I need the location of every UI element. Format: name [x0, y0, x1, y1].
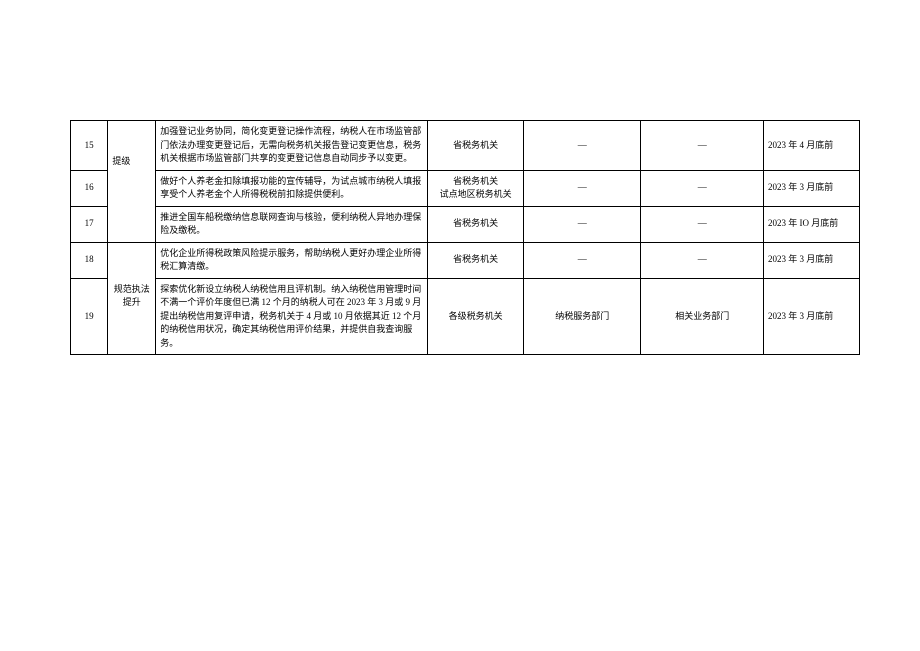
table-row: 19 探索优化新设立纳税人纳税信用且评机制。纳入纳税信用管理时间不满一个评价年度… [71, 278, 860, 355]
responsible-org: 省税务机关 [428, 121, 524, 171]
row-number: 17 [71, 206, 108, 242]
table-row: 16 做好个人养老金扣除填报功能的宣传辅导，为试点城市纳税人填报享受个人养老金个… [71, 170, 860, 206]
deadline: 2023 年 3 月底前 [764, 242, 860, 278]
row-number: 16 [71, 170, 108, 206]
table-row: 18 规范执法 提升 优化企业所得税政策风险提示服务，帮助纳税人更好办理企业所得… [71, 242, 860, 278]
responsible-org: 省税务机关 [428, 206, 524, 242]
col5: — [524, 206, 641, 242]
row-number: 19 [71, 278, 108, 355]
col6: 相关业务部门 [641, 278, 764, 355]
tax-policy-table: 15 提级 加强登记业务协同，简化变更登记操作流程，纳税人在市场监管部门依法办理… [70, 120, 860, 355]
table-row: 17 推进全国车船税缴纳信息联网查询与核验，便利纳税人异地办理保险及缴税。 省税… [71, 206, 860, 242]
col6: — [641, 206, 764, 242]
description: 做好个人养老金扣除填报功能的宣传辅导，为试点城市纳税人填报享受个人养老金个人所得… [156, 170, 428, 206]
description: 探索优化新设立纳税人纳税信用且评机制。纳入纳税信用管理时间不满一个评价年度但已满… [156, 278, 428, 355]
deadline: 2023 年 3 月底前 [764, 278, 860, 355]
table: 15 提级 加强登记业务协同，简化变更登记操作流程，纳税人在市场监管部门依法办理… [70, 120, 860, 355]
category-empty [108, 170, 156, 242]
category-fragment: 提级 [108, 121, 156, 171]
col5: 纳税服务部门 [524, 278, 641, 355]
responsible-org: 省税务机关 [428, 242, 524, 278]
col5: — [524, 121, 641, 171]
col5: — [524, 242, 641, 278]
col6: — [641, 170, 764, 206]
row-number: 15 [71, 121, 108, 171]
col6: — [641, 242, 764, 278]
description: 优化企业所得税政策风险提示服务，帮助纳税人更好办理企业所得税汇算清缴。 [156, 242, 428, 278]
responsible-org: 各级税务机关 [428, 278, 524, 355]
col5: — [524, 170, 641, 206]
category-enforcement: 规范执法 提升 [108, 242, 156, 355]
deadline: 2023 年 3 月底前 [764, 170, 860, 206]
deadline: 2023 年 IO 月底前 [764, 206, 860, 242]
responsible-org: 省税务机关 试点地区税务机关 [428, 170, 524, 206]
col6: — [641, 121, 764, 171]
description: 推进全国车船税缴纳信息联网查询与核验，便利纳税人异地办理保险及缴税。 [156, 206, 428, 242]
deadline: 2023 年 4 月底前 [764, 121, 860, 171]
table-row: 15 提级 加强登记业务协同，简化变更登记操作流程，纳税人在市场监管部门依法办理… [71, 121, 860, 171]
description: 加强登记业务协同，简化变更登记操作流程，纳税人在市场监管部门依法办理变更登记后，… [156, 121, 428, 171]
row-number: 18 [71, 242, 108, 278]
